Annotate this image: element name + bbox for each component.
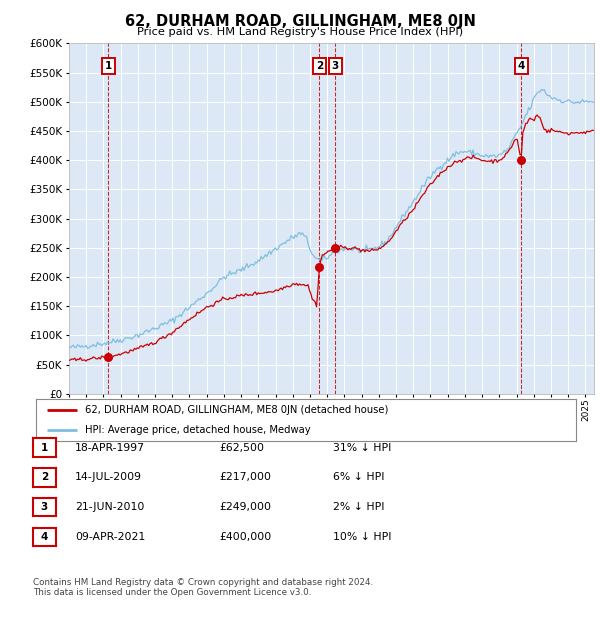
Text: 21-JUN-2010: 21-JUN-2010 [75, 502, 145, 512]
Text: 4: 4 [518, 61, 525, 71]
Text: £62,500: £62,500 [219, 443, 264, 453]
Text: Contains HM Land Registry data © Crown copyright and database right 2024.
This d: Contains HM Land Registry data © Crown c… [33, 578, 373, 597]
Text: 14-JUL-2009: 14-JUL-2009 [75, 472, 142, 482]
Text: 2: 2 [41, 472, 48, 482]
Text: 2: 2 [316, 61, 323, 71]
Text: 18-APR-1997: 18-APR-1997 [75, 443, 145, 453]
Text: 3: 3 [41, 502, 48, 512]
Text: £400,000: £400,000 [219, 532, 271, 542]
Text: 6% ↓ HPI: 6% ↓ HPI [333, 472, 385, 482]
Text: HPI: Average price, detached house, Medway: HPI: Average price, detached house, Medw… [85, 425, 310, 435]
Text: £217,000: £217,000 [219, 472, 271, 482]
Text: 3: 3 [332, 61, 339, 71]
Text: 1: 1 [105, 61, 112, 71]
Text: £249,000: £249,000 [219, 502, 271, 512]
Text: 10% ↓ HPI: 10% ↓ HPI [333, 532, 392, 542]
Text: 1: 1 [41, 443, 48, 453]
Text: Price paid vs. HM Land Registry's House Price Index (HPI): Price paid vs. HM Land Registry's House … [137, 27, 463, 37]
Text: 09-APR-2021: 09-APR-2021 [75, 532, 145, 542]
Text: 62, DURHAM ROAD, GILLINGHAM, ME8 0JN: 62, DURHAM ROAD, GILLINGHAM, ME8 0JN [125, 14, 475, 29]
Text: 31% ↓ HPI: 31% ↓ HPI [333, 443, 391, 453]
Text: 4: 4 [41, 532, 48, 542]
Text: 62, DURHAM ROAD, GILLINGHAM, ME8 0JN (detached house): 62, DURHAM ROAD, GILLINGHAM, ME8 0JN (de… [85, 405, 388, 415]
Text: 2% ↓ HPI: 2% ↓ HPI [333, 502, 385, 512]
